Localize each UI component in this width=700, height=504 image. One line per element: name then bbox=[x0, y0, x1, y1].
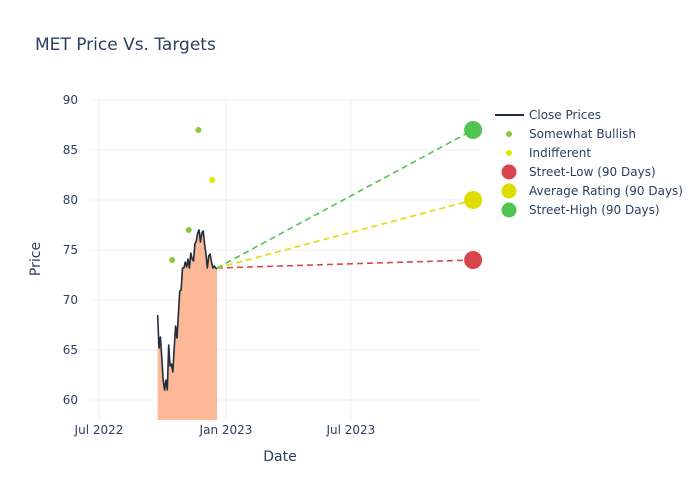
average-rating-target-line bbox=[216, 199, 474, 269]
legend-item: Somewhat Bullish bbox=[506, 127, 636, 141]
legend-dot-swatch bbox=[506, 150, 512, 156]
x-tick-label: Jul 2023 bbox=[325, 423, 375, 437]
rating-points bbox=[169, 127, 216, 263]
somewhat-bullish-point bbox=[195, 127, 202, 133]
x-tick-label: Jul 2022 bbox=[74, 423, 124, 437]
y-tick-label: 65 bbox=[63, 343, 78, 357]
somewhat-bullish-point bbox=[185, 227, 192, 233]
close-price-line-group bbox=[156, 229, 218, 391]
legend-label: Average Rating (90 Days) bbox=[529, 184, 683, 198]
indifferent-point bbox=[209, 177, 216, 183]
x-axis-label: Date bbox=[263, 449, 296, 465]
y-tick-label: 80 bbox=[63, 193, 78, 207]
legend-item: Street-High (90 Days) bbox=[501, 202, 660, 218]
y-tick-label: 70 bbox=[63, 293, 78, 307]
chart-title: MET Price Vs. Targets bbox=[35, 35, 216, 55]
street-low-target-point bbox=[464, 251, 483, 269]
legend-label: Street-High (90 Days) bbox=[529, 203, 660, 217]
legend-dot-swatch bbox=[506, 131, 512, 137]
street-low-target-line bbox=[216, 259, 474, 269]
target-lines bbox=[216, 121, 483, 269]
legend-item: Average Rating (90 Days) bbox=[501, 183, 683, 199]
close-price-line bbox=[156, 229, 218, 391]
y-tick-label: 85 bbox=[63, 143, 78, 157]
axis-ticks: 60 65 70 75 80 85 90 Jul 2022 Jan 2023 Jul 2023 bbox=[63, 93, 376, 437]
legend-marker-swatch bbox=[501, 202, 517, 218]
y-tick-label: 90 bbox=[63, 93, 78, 107]
legend-label: Close Prices bbox=[529, 108, 601, 122]
legend-item: Indifferent bbox=[506, 146, 591, 160]
legend-label: Indifferent bbox=[529, 146, 591, 160]
y-tick-label: 60 bbox=[63, 393, 78, 407]
legend: Close Prices Somewhat Bullish Indifferent S… bbox=[495, 108, 683, 218]
legend-label: Somewhat Bullish bbox=[529, 127, 636, 141]
legend-marker-swatch bbox=[501, 183, 517, 199]
street-high-target-point bbox=[464, 121, 483, 139]
legend-label: Street-Low (90 Days) bbox=[529, 165, 656, 179]
x-tick-label: Jan 2023 bbox=[199, 423, 253, 437]
legend-item: Street-Low (90 Days) bbox=[501, 164, 656, 180]
average-rating-target-point bbox=[464, 191, 483, 209]
somewhat-bullish-point bbox=[169, 257, 176, 263]
legend-marker-swatch bbox=[501, 164, 517, 180]
street-high-target-line bbox=[216, 129, 474, 269]
y-tick-label: 75 bbox=[63, 243, 78, 257]
y-axis-label: Price bbox=[28, 242, 44, 276]
legend-item: Close Prices bbox=[495, 108, 601, 122]
grid-lines bbox=[90, 99, 480, 420]
